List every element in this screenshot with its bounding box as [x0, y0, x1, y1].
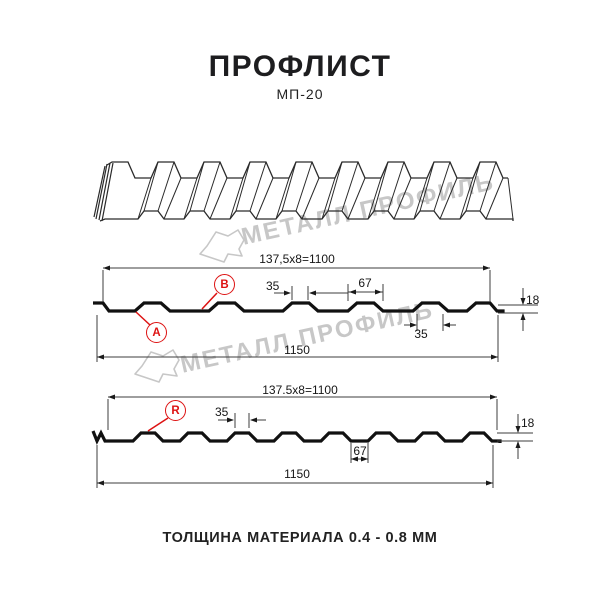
section2-profile [91, 429, 502, 445]
s1-height-label: 18 [526, 293, 540, 307]
section1-profile [93, 301, 505, 313]
s2-total-width-label: 1150 [284, 467, 310, 481]
page-title: ПРОФЛИСТ [208, 50, 392, 83]
s1-working-width-label: 137,5x8=1100 [259, 252, 335, 266]
material-thickness-note: ТОЛЩИНА МАТЕРИАЛА 0.4 - 0.8 ММ [162, 530, 438, 546]
s1-rib-under-width-label: 35 [414, 327, 428, 341]
section2-leaders [147, 417, 169, 432]
profile-3d-view [93, 161, 514, 222]
section2-arrowheads [97, 394, 521, 486]
watermark-logo-1 [199, 229, 245, 263]
cut-edge-hatch [93, 162, 114, 222]
s2-side-r-marker: R [165, 400, 186, 421]
s1-side-a-marker: A [146, 322, 167, 343]
section1-dimensions [96, 267, 538, 362]
s2-height-label: 18 [521, 416, 535, 430]
section2-dimensions [96, 396, 533, 488]
section1-leaders [135, 292, 218, 326]
s2-rib-top-width-label: 35 [215, 405, 229, 419]
s1-side-b-marker: B [214, 274, 235, 295]
watermark-logo-2 [134, 349, 180, 383]
s1-rib-base-width-label: 67 [358, 276, 372, 290]
s1-rib-top-width-label: 35 [266, 279, 280, 293]
profile-model-label: МП-20 [276, 86, 324, 102]
s1-total-width-label: 1150 [284, 343, 310, 357]
s2-working-width-label: 137.5x8=1100 [262, 383, 338, 397]
section1-arrowheads [97, 265, 526, 360]
s2-valley-width-label: 67 [353, 444, 367, 458]
